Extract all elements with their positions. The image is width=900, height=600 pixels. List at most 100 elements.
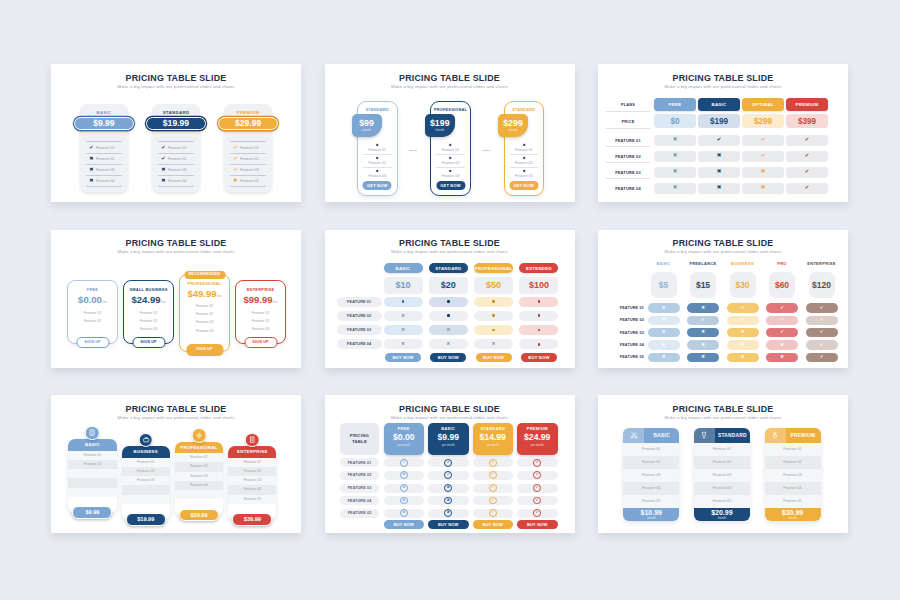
cross-icon: ✖ xyxy=(780,343,784,347)
connector-dash xyxy=(409,150,417,151)
cross-icon: ✖ xyxy=(673,185,678,191)
plan-name: PREMIUM xyxy=(786,428,821,444)
price-value: $24.99 xyxy=(131,294,160,305)
plan-card: RECOMMENDEDPROFESSIONAL$49.99/moFeature … xyxy=(179,274,230,353)
check-circle-icon: ✔ xyxy=(533,459,541,467)
feature-cell: ✔ xyxy=(517,484,558,493)
scissors-icon xyxy=(623,428,644,444)
plan-price: $120 xyxy=(809,272,835,298)
feature-row: Feature 05 xyxy=(623,495,679,508)
buy-now-button[interactable]: BUY NOW xyxy=(430,353,466,363)
cross-icon: ✖ xyxy=(741,330,745,334)
buy-now-button[interactable]: BUY NOW xyxy=(521,353,557,363)
buy-now-button[interactable]: BUY NOW xyxy=(476,353,512,363)
feature-cell: ✖ xyxy=(428,484,469,493)
feature-cell xyxy=(474,325,513,335)
feature-cell: ✖ xyxy=(654,167,696,178)
feature-cell: ✔ xyxy=(786,183,828,194)
feature-cell: ✖ xyxy=(429,325,468,335)
plan-card: ENTERPRISE$99.99/moFeature 01Feature 02F… xyxy=(235,280,286,344)
plan-header: BASIC xyxy=(384,263,423,273)
feature-cell: ✖ xyxy=(654,183,696,194)
feature-cell: ✖ xyxy=(687,303,719,312)
plan-card: PROFESSIONAL$199/monthFeature 01Feature … xyxy=(430,101,471,196)
get-now-button[interactable]: GET NOW xyxy=(509,181,538,190)
buy-now-button[interactable]: BUY NOW xyxy=(473,520,514,529)
feature-label: Feature 01 xyxy=(240,146,258,150)
plan-price: $100 xyxy=(519,277,558,294)
slide-subtitle: Make a big impact with our professional … xyxy=(325,249,575,254)
feature-row: Feature 03 xyxy=(765,469,821,482)
row-label: FEATURE 04 xyxy=(340,496,378,505)
plan-card: STANDARD$19.99✔Feature 01✔Feature 02✖Fea… xyxy=(152,104,201,192)
feature-row: Feature 04 xyxy=(623,482,679,495)
slide-5: PRICING TABLE SLIDEMake a big impact wit… xyxy=(325,230,575,368)
cross-icon: ✖ xyxy=(717,185,722,191)
price-period: /mo xyxy=(161,300,166,304)
buy-now-button[interactable]: BUY NOW xyxy=(517,520,558,529)
buy-now-button[interactable]: BUY NOW xyxy=(428,520,469,529)
feature-label: Feature 02 xyxy=(124,317,173,325)
feature-cell: ✔ xyxy=(806,316,838,325)
price-period: /mo xyxy=(273,300,278,304)
sign-up-button[interactable]: SIGN UP xyxy=(186,344,223,356)
buy-now-button[interactable]: BUY NOW xyxy=(384,520,425,529)
feature-cell: ✖ xyxy=(698,151,740,162)
sign-up-button[interactable]: SIGN UP xyxy=(76,337,109,348)
sign-up-button[interactable]: SIGN UP xyxy=(132,337,165,348)
buy-now-button[interactable]: BUY NOW xyxy=(385,353,421,363)
check-icon: ✔ xyxy=(820,343,824,347)
sign-up-button[interactable]: SIGN UP xyxy=(244,337,277,348)
plan-header: BASIC$9.99per month xyxy=(428,423,469,455)
feature-cell: ✖ xyxy=(648,316,680,325)
plan-price: $199 xyxy=(698,114,740,128)
plan-price: $10.99 xyxy=(623,508,679,516)
feature-row: Feature 02 xyxy=(436,155,465,168)
cross-icon: ✖ xyxy=(741,355,745,359)
row-label: FEATURE 02 xyxy=(337,311,382,321)
feature-label: Feature 01 xyxy=(68,309,117,317)
feature-row: Feature 05 xyxy=(694,495,750,508)
check-icon: ✔ xyxy=(805,185,810,191)
feature-cell: ✖ xyxy=(428,496,469,505)
slide-title: PRICING TABLE SLIDE xyxy=(325,73,575,83)
slide-7: PRICING TABLE SLIDEMake a big impact wit… xyxy=(51,395,301,533)
plan-card: PREMIUM$29.99✔Feature 01✔Feature 02✔Feat… xyxy=(224,104,273,192)
feature-row: Feature 01 xyxy=(363,142,392,155)
check-icon: ✔ xyxy=(805,137,810,143)
divider xyxy=(158,141,194,142)
price-pill: $19.99 xyxy=(146,117,206,130)
plan-name: BUSINESS xyxy=(122,446,170,458)
get-now-button[interactable]: GET NOW xyxy=(363,181,392,190)
feature-label: Feature 02 xyxy=(168,157,186,161)
row-label: FEATURE 05 xyxy=(602,353,644,362)
building-icon xyxy=(245,433,260,448)
plan-header: EXTENDED xyxy=(519,263,558,273)
slide-subtitle: Make a big impact with our professional … xyxy=(325,415,575,420)
plan-name: STANDARD xyxy=(715,428,750,444)
table-title: PRICING TABLE xyxy=(340,423,378,455)
check-circle-icon: ✔ xyxy=(533,497,541,505)
feature-cell xyxy=(384,297,423,307)
feature-row: Feature 02 xyxy=(765,456,821,469)
cross-icon: ✖ xyxy=(673,153,678,159)
get-now-button[interactable]: GET NOW xyxy=(436,181,465,190)
plan-name: FREE xyxy=(384,423,425,431)
check-circle-icon: ✔ xyxy=(489,497,497,505)
feature-row: Feature 02 xyxy=(510,155,539,168)
feature-list: Feature 01Feature 02 xyxy=(68,309,117,325)
plan-header: PROFESSIONAL xyxy=(474,263,513,273)
feature-cell: ✔ xyxy=(766,303,798,312)
plan-cards: BASIC$9.99✔Feature 01✖Feature 02✖Feature… xyxy=(51,104,301,192)
table-title-text: PRICING TABLE xyxy=(346,433,372,444)
plan-price: $0 xyxy=(654,114,696,128)
plan-price: $99 xyxy=(352,114,382,128)
feature-row: Feature 01 xyxy=(175,453,223,462)
slide-title: PRICING TABLE SLIDE xyxy=(325,404,575,414)
feature-cell: ✖ xyxy=(648,303,680,312)
price-period: per month xyxy=(473,443,514,447)
dot-icon xyxy=(538,300,541,303)
plan-price: $0.00/mo xyxy=(68,294,117,305)
feature-cell: ✔ xyxy=(727,316,759,325)
row-label: FEATURE 01 xyxy=(340,458,378,467)
